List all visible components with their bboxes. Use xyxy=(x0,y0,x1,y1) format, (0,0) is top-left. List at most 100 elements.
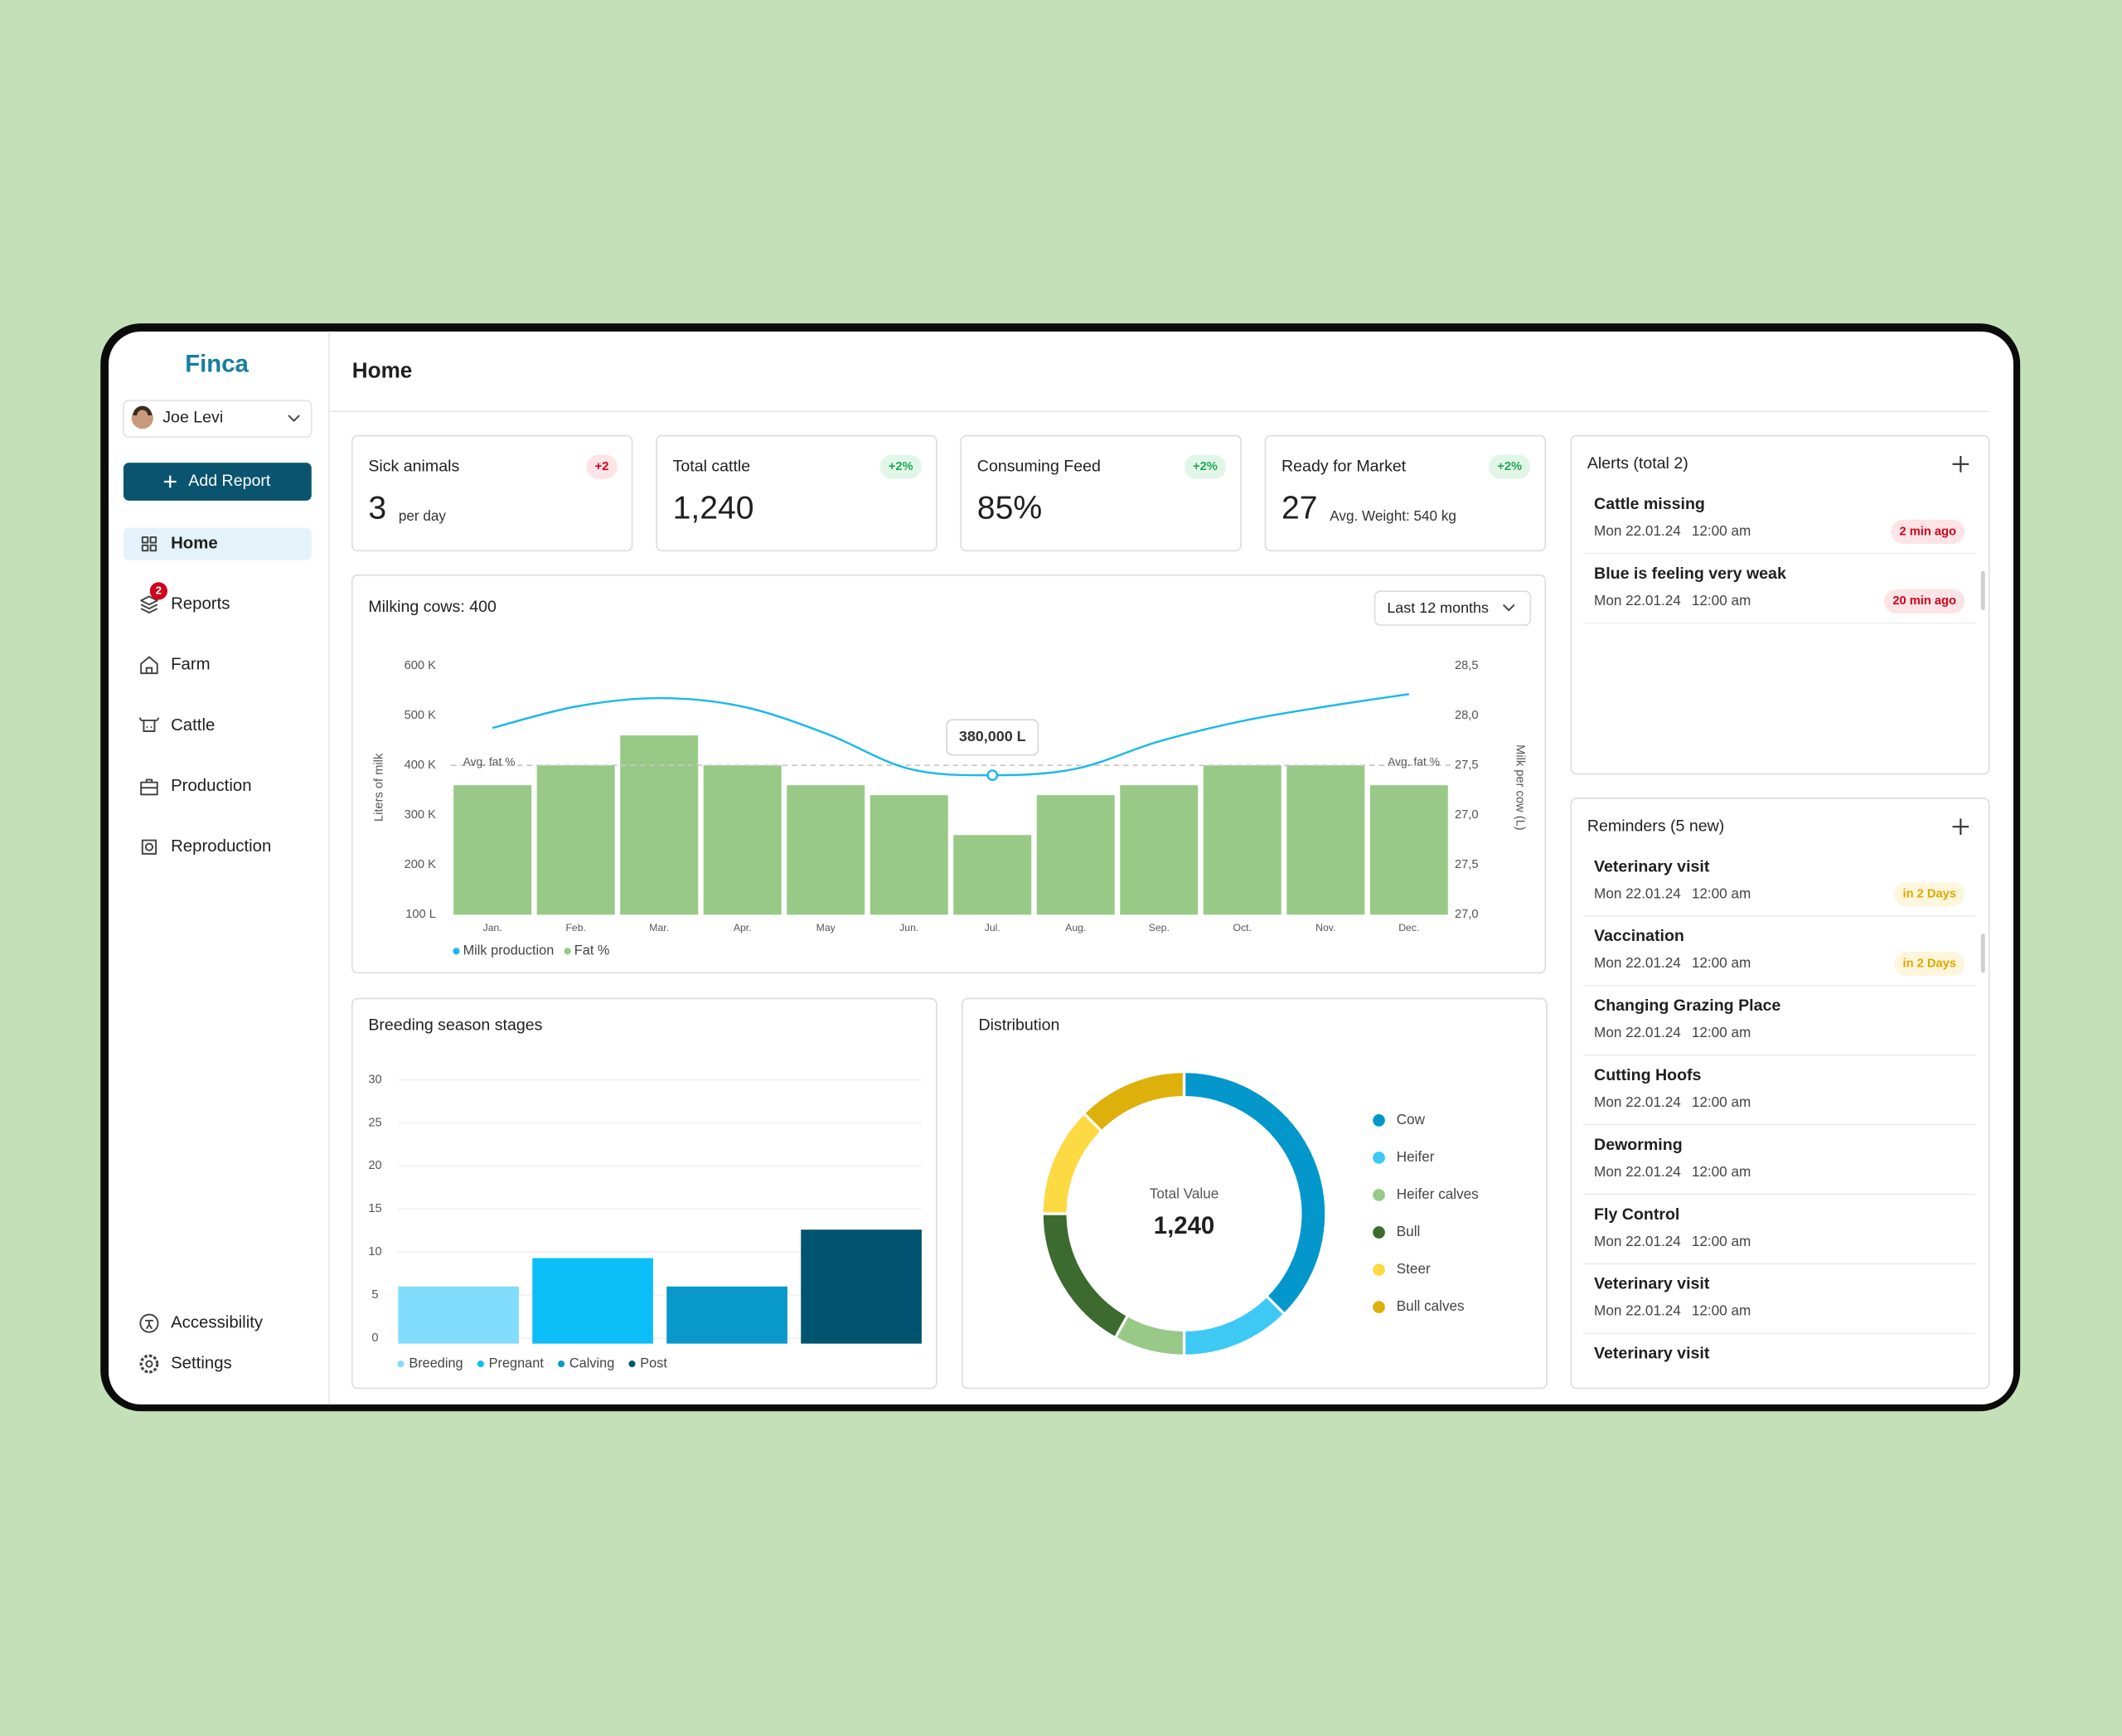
y-tick-label: 500 K xyxy=(405,709,437,722)
item-title: Veterinary visit xyxy=(1594,857,1710,875)
stat-title: Consuming Feed xyxy=(977,457,1101,475)
avatar-hair xyxy=(133,405,153,416)
icon xyxy=(138,717,160,732)
donut-segment xyxy=(1082,1070,1186,1134)
item-date: Mon 22.01.24 xyxy=(1594,1233,1681,1249)
add-report-button[interactable] xyxy=(123,463,312,501)
y-tick-label: 25 xyxy=(368,1116,381,1129)
icon xyxy=(145,1360,153,1368)
bar xyxy=(953,835,1032,915)
x-tick-label: Jul. xyxy=(985,922,1000,933)
y2-axis-label: Milk per cow (L) xyxy=(1513,744,1526,831)
legend-label: Steer xyxy=(1397,1260,1431,1277)
add-icon[interactable] xyxy=(1952,456,1969,473)
badge-bg xyxy=(879,454,922,479)
item-date: Mon 22.01.24 xyxy=(1594,522,1681,539)
item-date: Mon 22.01.24 xyxy=(1594,592,1681,609)
legend-dot xyxy=(628,1360,636,1368)
bar xyxy=(1036,795,1115,915)
y2-tick-label: 27,5 xyxy=(1455,858,1479,871)
card xyxy=(1570,798,1990,1389)
chevron xyxy=(288,415,300,422)
y2-tick-label: 28,5 xyxy=(1455,659,1479,672)
card xyxy=(1264,434,1547,552)
icon xyxy=(141,839,157,855)
panel-title: Reminders (5 new) xyxy=(1587,817,1724,835)
chart-title: Distribution xyxy=(978,1016,1059,1034)
stat-title: Sick animals xyxy=(368,457,459,475)
item-date: Mon 22.01.24 xyxy=(1594,954,1681,971)
legend-dot xyxy=(1373,1226,1385,1239)
y-axis-label: Liters of milk xyxy=(372,753,385,822)
bar xyxy=(620,735,699,915)
card xyxy=(351,434,633,552)
card xyxy=(1570,434,1990,775)
card xyxy=(960,434,1242,552)
legend-label: Bull xyxy=(1397,1223,1421,1239)
panel-title: Alerts (total 2) xyxy=(1587,454,1688,473)
user-name: Joe Levi xyxy=(162,408,223,426)
x-tick-label: Jun. xyxy=(899,922,918,933)
nav-item[interactable]: Production xyxy=(171,777,251,795)
legend-label: Heifer calves xyxy=(1397,1186,1479,1202)
y2-tick-label: 27,5 xyxy=(1455,759,1479,772)
stat-value: 1,240 xyxy=(673,491,754,526)
add-report-label: Add Report xyxy=(188,472,271,490)
y-tick-label: 15 xyxy=(368,1202,381,1215)
footer-nav-item[interactable]: Settings xyxy=(171,1355,232,1373)
badge-bg xyxy=(1894,952,1965,977)
y-tick-label: 300 K xyxy=(405,808,437,822)
stat-note: Avg. Weight: 540 kg xyxy=(1330,507,1456,524)
tooltip xyxy=(946,719,1039,756)
item-time: 12:00 am xyxy=(1692,885,1751,901)
item-date: Mon 22.01.24 xyxy=(1594,1302,1681,1319)
bar xyxy=(532,1258,653,1344)
add-icon[interactable] xyxy=(1952,818,1969,836)
badge-bg xyxy=(1894,882,1965,907)
badge: +2% xyxy=(1497,460,1522,473)
item-time: 12:00 am xyxy=(1692,1302,1751,1319)
icon xyxy=(139,1313,159,1333)
y-tick-label: 200 K xyxy=(405,858,437,871)
item-title: Cattle missing xyxy=(1594,495,1705,513)
badge: 2 min ago xyxy=(1899,525,1956,538)
legend-label: Milk production xyxy=(463,943,555,958)
nav-active xyxy=(123,527,312,560)
nav-item[interactable]: Reports xyxy=(171,595,230,613)
nav-item[interactable]: Farm xyxy=(171,656,211,674)
line xyxy=(492,693,1409,777)
y-tick-label: 100 L xyxy=(405,908,436,921)
bar xyxy=(666,1286,787,1344)
y2-tick-label: 28,0 xyxy=(1455,709,1479,722)
legend-label: Post xyxy=(640,1355,667,1370)
icon xyxy=(140,778,158,796)
item-time: 12:00 am xyxy=(1692,592,1751,609)
nav-item[interactable]: Home xyxy=(171,534,218,552)
y-tick-label: 20 xyxy=(368,1159,381,1172)
stat-note: per day xyxy=(399,507,447,524)
legend-dot xyxy=(397,1360,405,1368)
stat-title: Ready for Market xyxy=(1281,457,1407,475)
item-date: Mon 22.01.24 xyxy=(1594,885,1681,901)
nav-item[interactable]: Reproduction xyxy=(171,837,271,856)
legend-label: Fat % xyxy=(574,943,610,958)
range-select[interactable] xyxy=(1373,590,1532,626)
legend-dot xyxy=(1373,1189,1385,1201)
y-tick-label: 0 xyxy=(371,1331,378,1345)
bar xyxy=(1120,785,1199,915)
nav-item[interactable]: Cattle xyxy=(171,716,215,735)
chart-title: Milking cows: 400 xyxy=(368,598,497,616)
y-tick-label: 600 K xyxy=(405,659,437,672)
item-title: Veterinary visit xyxy=(1594,1345,1710,1363)
icon xyxy=(144,842,154,851)
footer-nav-item[interactable]: Accessibility xyxy=(171,1314,264,1332)
item-title: Deworming xyxy=(1594,1136,1683,1154)
user-select[interactable] xyxy=(123,400,312,438)
item-title: Vaccination xyxy=(1594,927,1684,945)
x-tick-label: Jan. xyxy=(483,922,502,933)
range-select-label: Last 12 months xyxy=(1387,599,1489,616)
y2-tick-label: 27,0 xyxy=(1455,808,1479,822)
stat-value: 27 xyxy=(1281,491,1318,526)
